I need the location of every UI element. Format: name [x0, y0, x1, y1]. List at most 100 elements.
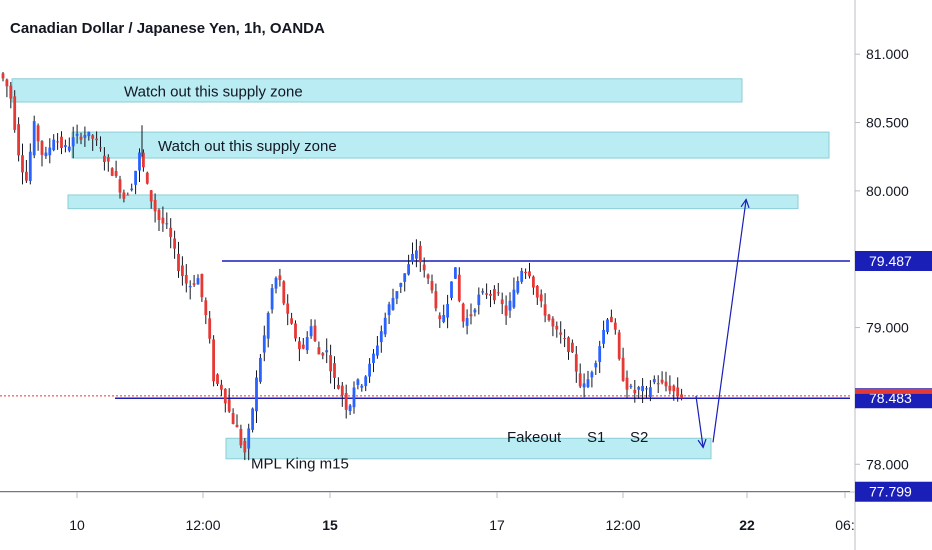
candle-body — [489, 293, 492, 296]
candle-body — [21, 155, 24, 173]
candle-body — [325, 350, 329, 353]
candle-body — [481, 291, 485, 293]
candle-body — [130, 188, 134, 191]
candle-body — [25, 171, 28, 181]
projection-arrow — [712, 200, 746, 443]
candle-body — [512, 289, 516, 308]
projection-arrow — [695, 395, 703, 447]
candle-body — [118, 179, 122, 193]
candle-body — [364, 376, 368, 387]
arrow-layer — [695, 200, 746, 447]
candle-body — [676, 387, 680, 397]
candle-body — [13, 96, 17, 130]
y-tick-label: 80.500 — [866, 115, 909, 131]
supply-zone-rect — [11, 78, 743, 103]
candle-body — [668, 385, 672, 391]
candle-body — [344, 393, 348, 410]
candle-body — [504, 305, 508, 316]
candle-body — [446, 304, 449, 318]
candle-body — [153, 200, 157, 212]
candle-body — [200, 273, 204, 298]
x-tick-label: 12:00 — [605, 517, 640, 533]
candle-body — [317, 347, 321, 355]
candle-body — [621, 357, 625, 381]
x-tick-label: 17 — [489, 517, 505, 533]
candle-body — [64, 145, 67, 147]
candle-body — [606, 319, 609, 333]
candle-body — [329, 355, 332, 372]
candle-body — [188, 286, 192, 288]
candle-body — [286, 303, 290, 314]
candle-body — [157, 209, 161, 220]
candle-body — [656, 383, 660, 385]
candle-body — [142, 152, 145, 168]
candle-body — [44, 152, 48, 157]
candle-body — [177, 253, 180, 272]
candle-body — [32, 121, 36, 156]
candle-body — [372, 353, 375, 364]
candle-body — [485, 293, 488, 295]
candle-body — [637, 387, 641, 390]
candle-body — [493, 289, 496, 301]
candle-body — [411, 253, 414, 262]
candle-body — [395, 291, 399, 299]
candle-body — [87, 131, 91, 137]
candle-body — [71, 137, 75, 147]
candle-body — [196, 278, 200, 285]
chart-title: Canadian Dollar / Japanese Yen, 1h, OAND… — [10, 20, 325, 37]
candle-body — [114, 171, 118, 177]
candle-body — [243, 440, 247, 453]
candle-body — [430, 280, 434, 291]
candle-body — [617, 332, 621, 359]
candle-body — [438, 315, 442, 320]
candle-body — [274, 277, 278, 289]
candle-body — [434, 291, 438, 309]
candle-body — [571, 342, 574, 353]
candle-body — [110, 168, 114, 176]
candle-body — [610, 316, 613, 323]
candle-body — [598, 346, 602, 362]
candle-body — [270, 288, 274, 310]
price-badge-label: 77.799 — [869, 484, 912, 500]
candle-body — [251, 408, 254, 430]
candle-body — [173, 238, 176, 249]
candle-body — [255, 377, 258, 412]
candle-body — [418, 245, 422, 263]
candle-body — [48, 147, 52, 156]
candle-body — [294, 323, 297, 339]
x-tick-label: 22 — [739, 517, 755, 533]
candle-body — [149, 190, 153, 202]
candle-body — [83, 134, 87, 138]
candle-body — [520, 270, 524, 282]
badge-77799 — [855, 481, 932, 502]
candle-body — [368, 363, 371, 377]
candle-body — [528, 271, 531, 277]
candle-body — [122, 192, 126, 199]
candle-body — [231, 413, 235, 424]
candle-body — [602, 329, 605, 344]
candle-body — [138, 152, 141, 171]
candle-body — [305, 337, 309, 351]
candle-body — [465, 318, 469, 326]
y-tick-label: 79.000 — [866, 320, 909, 336]
candle-body — [454, 267, 457, 279]
candle-body — [220, 384, 223, 390]
candle-body — [235, 424, 239, 428]
current-price-marker — [855, 388, 932, 394]
candle-body — [422, 264, 426, 271]
candle-body — [352, 387, 356, 408]
candle-body — [192, 283, 196, 285]
candle-body — [645, 388, 648, 390]
y-tick-label: 78.000 — [866, 456, 909, 472]
candle-body — [91, 135, 95, 139]
price-badge-label: 78.483 — [869, 390, 912, 406]
candle-body — [134, 170, 137, 185]
candle-body — [208, 318, 212, 339]
candle-body — [290, 318, 293, 324]
candle-body — [625, 377, 629, 390]
candle-body — [532, 276, 535, 288]
candle-body — [500, 299, 504, 305]
candle-body — [309, 326, 313, 337]
